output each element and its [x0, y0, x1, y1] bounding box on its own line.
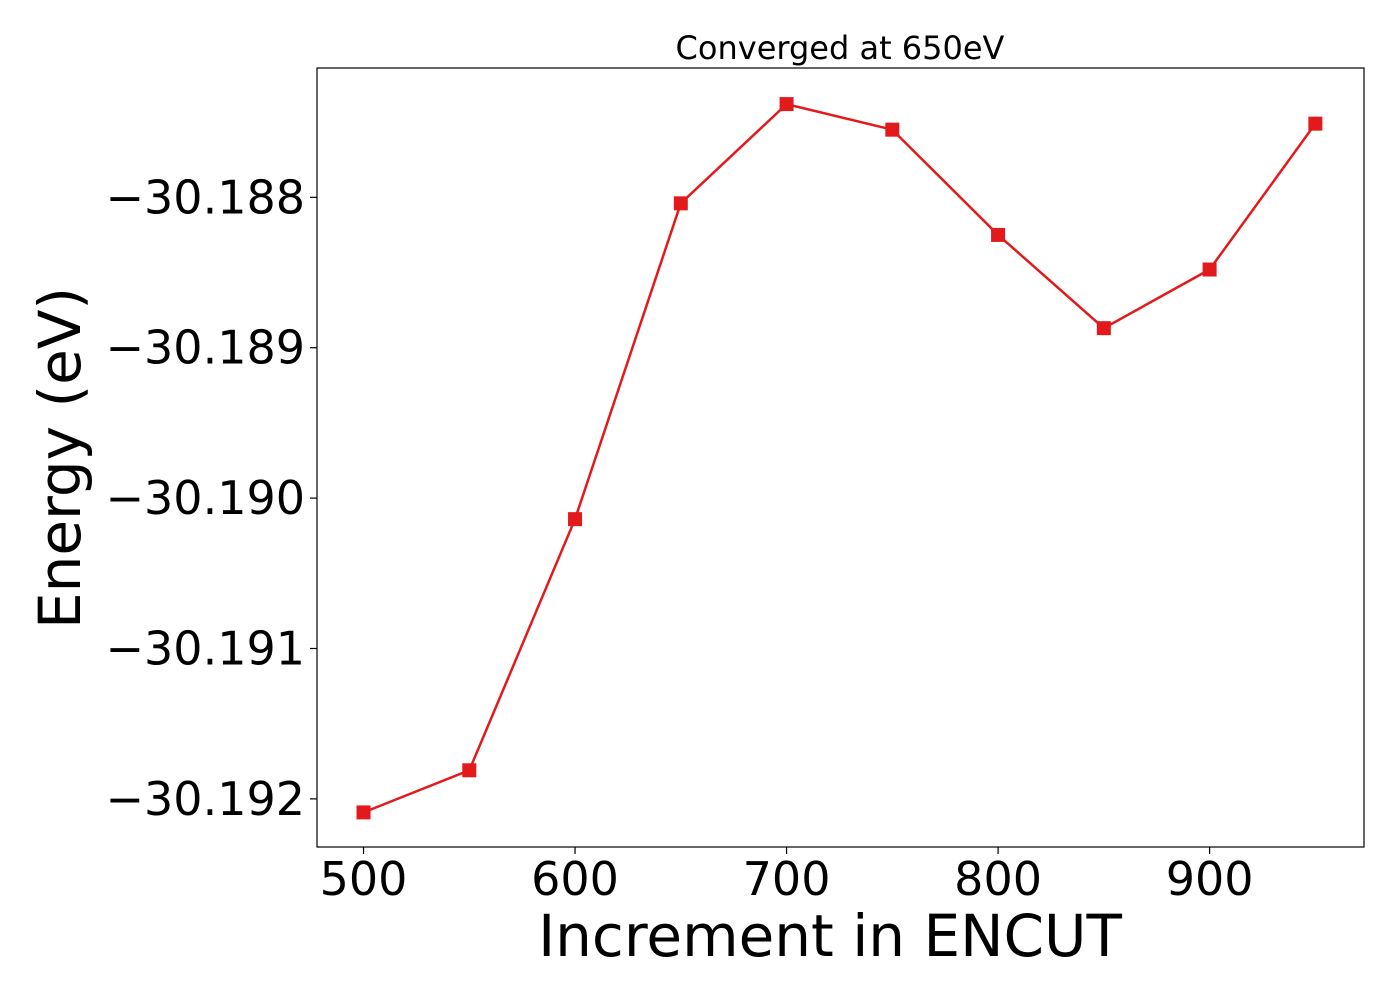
x-axis-title: Increment in ENCUT: [538, 902, 1122, 970]
y-tick-label: −30.189: [106, 321, 306, 375]
data-point: [673, 196, 688, 211]
data-point: [356, 805, 371, 820]
data-point: [991, 227, 1006, 242]
x-tick-label: 900: [1166, 852, 1254, 906]
series-line: [363, 102, 1317, 814]
data-point: [462, 763, 477, 778]
data-point: [779, 97, 794, 112]
data-point: [1096, 321, 1111, 336]
plot-frame: [316, 67, 1365, 848]
y-tick-label: −30.190: [106, 471, 306, 525]
y-axis-title: Energy (eV): [26, 287, 94, 629]
x-tick-label: 700: [743, 852, 831, 906]
y-tick-label: −30.191: [106, 621, 306, 675]
data-point: [568, 512, 583, 527]
y-tick-label: −30.188: [106, 170, 306, 224]
data-point: [1202, 262, 1217, 277]
x-tick-label: 500: [320, 852, 408, 906]
chart-title: Converged at 650eV: [676, 29, 1005, 67]
data-point: [1308, 116, 1323, 131]
x-tick-label: 800: [954, 852, 1042, 906]
x-tick-label: 600: [531, 852, 619, 906]
data-point: [885, 122, 900, 137]
y-tick-label: −30.192: [106, 772, 306, 826]
